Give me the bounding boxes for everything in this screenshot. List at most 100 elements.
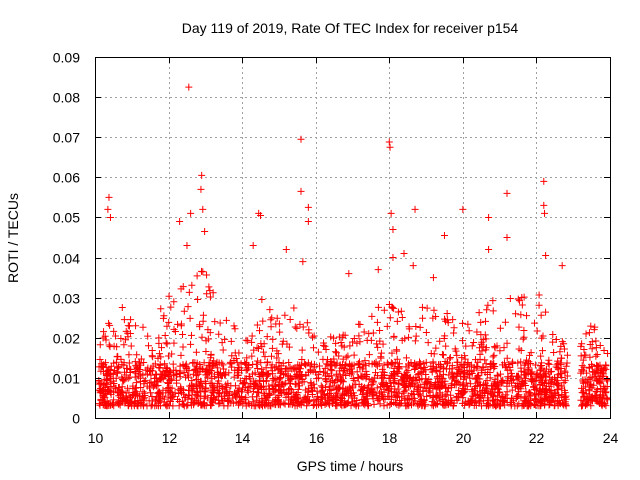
data-point	[337, 400, 345, 408]
data-point	[562, 362, 570, 370]
data-point	[429, 394, 437, 402]
outlier-point	[485, 246, 493, 254]
data-point	[182, 393, 190, 401]
data-point	[217, 372, 225, 380]
data-point	[411, 337, 419, 345]
x-tick-labels: 10 12 14 16 18 20 22 24	[88, 430, 619, 446]
data-point	[292, 380, 300, 388]
outlier-point	[187, 209, 195, 217]
data-point	[211, 318, 219, 326]
y-tick-label: 0.08	[53, 90, 80, 106]
data-point	[521, 377, 529, 385]
data-point	[200, 400, 208, 408]
data-point	[490, 392, 498, 400]
data-point	[556, 348, 564, 356]
data-point	[386, 314, 394, 322]
data-point	[555, 399, 563, 407]
data-point	[473, 379, 481, 387]
data-point	[210, 383, 218, 391]
data-point	[267, 364, 275, 372]
data-point	[420, 396, 428, 404]
data-point	[501, 318, 509, 326]
data-point	[539, 376, 547, 384]
data-point	[96, 379, 104, 387]
data-point	[416, 359, 424, 367]
data-point	[136, 359, 144, 367]
data-point	[271, 381, 279, 389]
data-point	[444, 319, 452, 327]
data-point	[542, 308, 550, 316]
data-point	[345, 391, 353, 399]
data-point	[167, 394, 175, 402]
data-point	[486, 360, 494, 368]
data-point	[588, 362, 596, 370]
data-point	[405, 383, 413, 391]
data-point	[249, 398, 257, 406]
outlier-point	[385, 138, 393, 146]
data-point	[600, 386, 608, 394]
data-point	[218, 359, 226, 367]
data-point	[318, 387, 326, 395]
data-point	[288, 375, 296, 383]
data-point	[285, 389, 293, 397]
data-point	[370, 400, 378, 408]
data-point	[120, 341, 128, 349]
data-point	[465, 363, 473, 371]
data-point	[527, 389, 535, 397]
data-point	[383, 322, 391, 330]
y-tick-label: 0.05	[53, 210, 80, 226]
data-point	[442, 365, 450, 373]
data-point	[242, 402, 250, 410]
data-point	[193, 363, 201, 371]
outlier-point	[503, 189, 511, 197]
outlier-point	[105, 193, 113, 201]
data-point	[364, 402, 372, 410]
y-tick-label: 0.02	[53, 331, 80, 347]
data-point	[265, 382, 273, 390]
data-point	[358, 390, 366, 398]
data-point	[275, 380, 283, 388]
data-point	[294, 399, 302, 407]
data-point	[517, 311, 525, 319]
data-point	[361, 399, 369, 407]
data-point	[407, 401, 415, 409]
data-point	[361, 357, 369, 365]
data-point	[402, 402, 410, 410]
data-point	[147, 378, 155, 386]
data-point	[219, 361, 227, 369]
outlier-point	[386, 143, 394, 151]
data-point	[390, 304, 398, 312]
data-point	[399, 377, 407, 385]
data-point	[350, 351, 358, 359]
data-point	[258, 295, 266, 303]
data-point	[258, 402, 266, 410]
data-point	[414, 371, 422, 379]
data-point	[268, 344, 276, 352]
data-point	[310, 332, 318, 340]
data-point	[529, 378, 537, 386]
data-point	[281, 311, 289, 319]
data-point	[268, 314, 276, 322]
data-point	[256, 327, 264, 335]
data-point	[235, 364, 243, 372]
data-point	[179, 397, 187, 405]
data-point	[523, 312, 531, 320]
data-point	[241, 395, 249, 403]
outlier-point	[183, 242, 191, 250]
outlier-point	[304, 217, 312, 225]
data-point	[203, 271, 211, 279]
data-point	[332, 377, 340, 385]
data-point	[99, 399, 107, 407]
data-point	[552, 336, 560, 344]
data-point	[520, 333, 528, 341]
data-point	[187, 340, 195, 348]
data-point	[325, 399, 333, 407]
data-point	[490, 359, 498, 367]
data-point	[340, 343, 348, 351]
data-point	[550, 381, 558, 389]
data-point	[134, 372, 142, 380]
data-point	[173, 379, 181, 387]
data-point	[266, 306, 274, 314]
data-point	[582, 351, 590, 359]
data-point	[337, 378, 345, 386]
